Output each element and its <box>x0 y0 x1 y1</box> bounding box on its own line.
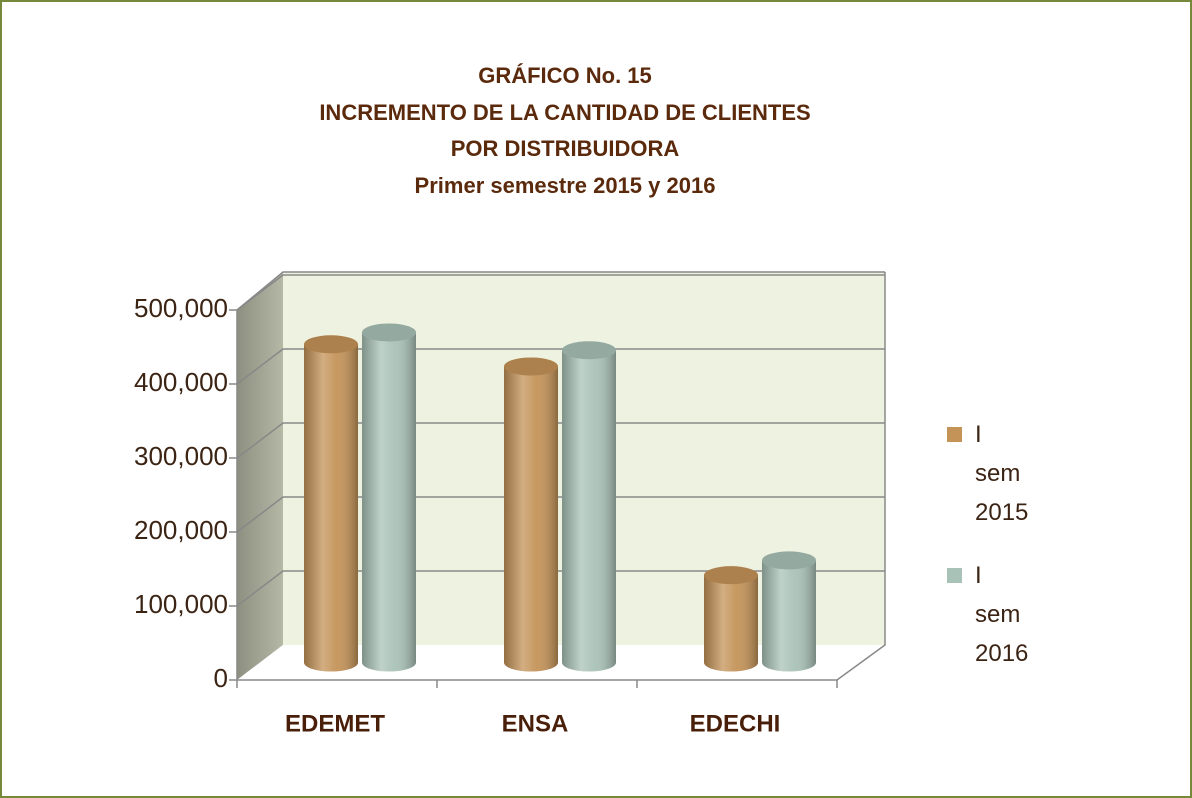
y-tick-label: 500,000 <box>134 293 228 323</box>
grid-line <box>236 348 284 385</box>
bar-shading <box>304 344 358 672</box>
y-tick-label: 300,000 <box>134 441 228 471</box>
bar-shading <box>762 560 816 672</box>
bar-top <box>362 323 416 342</box>
chart-title: GRÁFICO No. 15 <box>478 63 652 88</box>
legend-label: I sem 2016 <box>975 562 1029 667</box>
bar-top-shade <box>362 323 416 342</box>
bar-shading <box>704 575 758 672</box>
bar-top-shade <box>762 551 816 570</box>
bar-top-shade <box>504 357 558 376</box>
grid-line <box>236 570 284 607</box>
bar-top-shade <box>562 341 616 360</box>
chart-title: POR DISTRIBUIDORA <box>451 136 680 161</box>
bar-shading <box>562 350 616 672</box>
bar-top-shade <box>704 566 758 585</box>
legend-label: I sem 2015 <box>975 421 1029 526</box>
y-tick-label: 400,000 <box>134 367 228 397</box>
bar-top <box>762 551 816 570</box>
bar-top-shade <box>304 335 358 354</box>
grid-line <box>236 496 284 533</box>
chart-title: Primer semestre 2015 y 2016 <box>415 173 716 198</box>
bar-top <box>704 566 758 585</box>
bar-top <box>504 357 558 376</box>
y-tick-label: 100,000 <box>134 589 228 619</box>
legend-swatch <box>947 427 962 442</box>
chart-title: INCREMENTO DE LA CANTIDAD DE CLIENTES <box>319 100 810 125</box>
bar-shading <box>504 366 558 672</box>
grid-line <box>236 422 284 459</box>
y-tick-label: 200,000 <box>134 515 228 545</box>
y-tick-label: 0 <box>214 663 228 693</box>
bar-shading <box>362 332 416 672</box>
x-tick-label: EDECHI <box>690 710 781 737</box>
grid-line <box>236 274 284 311</box>
side-wall <box>237 272 283 680</box>
bar-top <box>304 335 358 354</box>
legend-swatch <box>947 568 962 583</box>
x-tick-label: EDEMET <box>285 710 385 737</box>
bar-top <box>562 341 616 360</box>
x-tick-label: ENSA <box>502 710 569 737</box>
